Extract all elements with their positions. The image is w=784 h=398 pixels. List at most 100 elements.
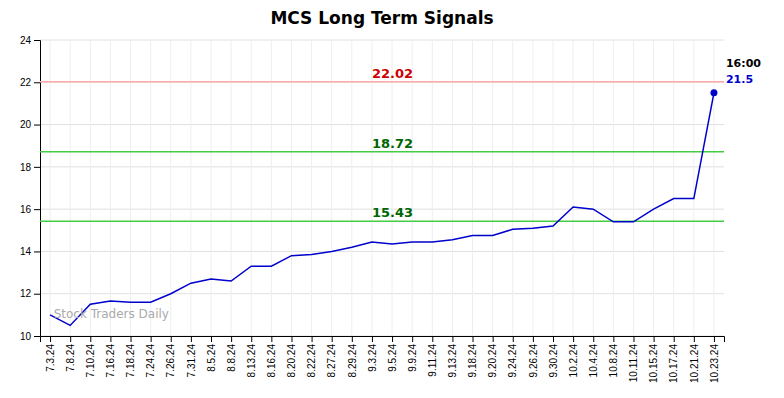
grid-line: [553, 40, 554, 336]
tick: 10.15.24: [648, 336, 659, 383]
tick: 8.27.24: [326, 336, 337, 377]
grid-line: [271, 40, 272, 336]
tick-mark: [34, 209, 40, 210]
tick: 7.8.24: [65, 336, 76, 372]
axis-line: [34, 41, 41, 337]
x-axis: 7.3.24 7.8.24 7.10.24 7.16.24 7.18.24 7.24.24…: [41, 336, 725, 383]
tick-mark: [674, 336, 675, 342]
tick-label: 10.23.24: [709, 344, 720, 383]
annotation: 16:00: [726, 57, 761, 70]
tick: 8.16.24: [266, 336, 277, 377]
tick-label: 7.24.24: [145, 344, 156, 378]
tick-mark: [231, 336, 232, 342]
tick-mark: [131, 336, 132, 342]
grid-line: [371, 40, 372, 336]
tick-label: 8.20.24: [286, 344, 297, 378]
tick: 16: [20, 204, 40, 215]
tick-mark: [513, 336, 514, 342]
tick-mark: [473, 336, 474, 342]
tick-label: 12: [20, 288, 32, 299]
annotation: 21.5: [726, 73, 753, 86]
tick: 9.9.24: [407, 336, 418, 372]
tick-label: 7.26.24: [165, 344, 176, 378]
tick: 7.24.24: [145, 336, 156, 377]
tick-mark: [34, 82, 40, 83]
tick: 9.20.24: [487, 336, 498, 377]
grid-line: [351, 40, 352, 336]
tick: 10: [20, 331, 40, 342]
tick-mark: [593, 336, 594, 342]
tick-mark: [34, 294, 40, 295]
tick-label: 10: [20, 331, 32, 342]
grid-line: [231, 40, 232, 336]
tick-label: 10.21.24: [689, 344, 700, 383]
tick: 9.26.24: [528, 336, 539, 377]
reference-line: [40, 81, 724, 83]
tick-label: 9.24.24: [507, 344, 518, 378]
tick-label: 18: [20, 162, 32, 173]
grid-line: [713, 40, 714, 336]
labels: 22.0218.7215.4316:0021.5Stock Traders Da…: [54, 57, 762, 321]
grid-line: [70, 40, 71, 336]
tick: 9.13.24: [447, 336, 458, 377]
tick-label: 10.15.24: [648, 344, 659, 383]
tick: 10.8.24: [608, 336, 619, 377]
tick-label: 9.5.24: [387, 344, 398, 372]
grid-line: [40, 82, 724, 83]
grid-line: [130, 40, 131, 336]
tick-mark: [654, 336, 655, 342]
tick-label: 9.26.24: [528, 344, 539, 378]
tick-label: 8.5.24: [206, 344, 217, 372]
grid-line: [251, 40, 252, 336]
grid-line: [50, 40, 51, 336]
tick-label: 7.16.24: [105, 344, 116, 378]
tick-mark: [714, 336, 715, 342]
tick: 20: [20, 119, 40, 130]
tick: 9.11.24: [427, 336, 438, 377]
tick-label: 9.11.24: [427, 344, 438, 377]
tick-label: 20: [20, 119, 32, 130]
tick-label: 22: [20, 77, 32, 88]
tick: 10.11.24: [628, 336, 639, 382]
grid-line: [452, 40, 453, 336]
grid-line: [40, 293, 724, 294]
tick-label: 10.17.24: [668, 344, 679, 383]
tick-mark: [251, 336, 252, 342]
grid-line: [593, 40, 594, 336]
tick-mark: [613, 336, 614, 342]
grid-line: [512, 40, 513, 336]
tick: 7.10.24: [85, 336, 96, 377]
tick: 9.5.24: [387, 336, 398, 372]
y-axis: 1012141618202224: [20, 35, 41, 342]
marks: [40, 82, 724, 326]
tick-label: 8.22.24: [306, 344, 317, 378]
last-point: [710, 89, 717, 96]
grid-line: [291, 40, 292, 336]
tick-mark: [493, 336, 494, 342]
tick-mark: [171, 336, 172, 342]
tick-mark: [110, 336, 111, 342]
reference-label: 18.72: [372, 136, 413, 151]
tick: 7.18.24: [125, 336, 136, 377]
grid-line: [331, 40, 332, 336]
tick: 7.3.24: [45, 336, 56, 372]
grid-line: [40, 251, 724, 252]
grid-line: [633, 40, 634, 336]
tick: 9.3.24: [367, 336, 378, 372]
grid-line: [693, 40, 694, 336]
grid-line: [110, 40, 111, 336]
tick-label: 9.20.24: [487, 344, 498, 378]
tick-label: 9.18.24: [467, 344, 478, 378]
tick: 10.2.24: [568, 336, 579, 377]
tick-label: 10.4.24: [588, 344, 599, 378]
tick-label: 7.8.24: [65, 344, 76, 372]
grid-line: [613, 40, 614, 336]
grid-line: [412, 40, 413, 336]
tick-mark: [90, 336, 91, 342]
tick: 10.23.24: [709, 336, 720, 383]
tick-mark: [573, 336, 574, 342]
tick-label: 16: [20, 204, 32, 215]
reference-label: 22.02: [372, 66, 413, 81]
watermark: Stock Traders Daily: [54, 307, 169, 321]
tick: 22: [20, 77, 40, 88]
